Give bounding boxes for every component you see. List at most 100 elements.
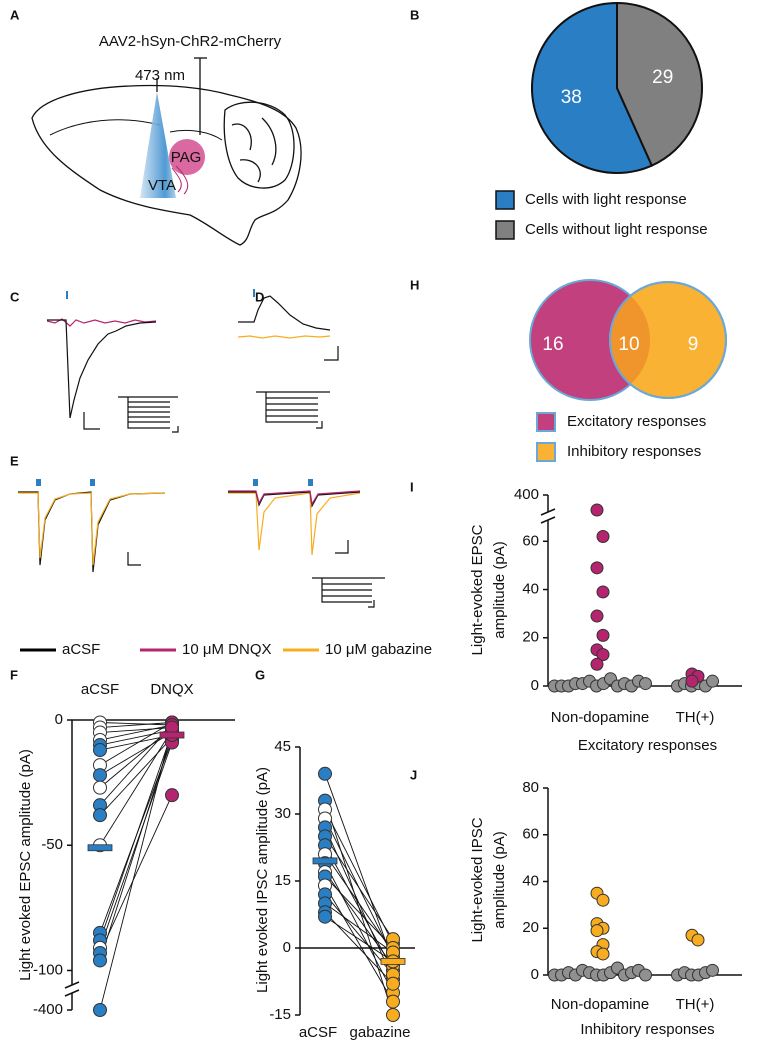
region-label: VTA xyxy=(148,177,176,194)
inset-trace xyxy=(312,578,385,607)
mean-bar xyxy=(88,845,112,851)
data-point xyxy=(94,781,107,794)
y-tick-label: -50 xyxy=(41,836,63,853)
scale-bar xyxy=(335,540,348,553)
y-tick-label: -400 xyxy=(33,1001,63,1018)
trace-panel-d xyxy=(238,289,338,428)
trace xyxy=(238,296,330,330)
y-tick-label: 15 xyxy=(274,872,291,889)
region-count: 10 xyxy=(618,334,639,355)
pair-line xyxy=(100,733,172,941)
data-point xyxy=(640,969,652,981)
pair-line xyxy=(100,728,172,1010)
trace xyxy=(228,493,360,555)
pair-line xyxy=(100,723,172,766)
data-point xyxy=(94,809,107,822)
data-point xyxy=(640,678,652,690)
legend-label: Cells without light response xyxy=(525,221,708,238)
x-tick-label: TH(+) xyxy=(676,709,715,726)
data-point xyxy=(597,948,609,960)
mean-bar xyxy=(313,858,337,864)
y-tick-label: 0 xyxy=(531,966,539,983)
data-point xyxy=(591,925,603,937)
data-point xyxy=(707,964,719,976)
panel-label: G xyxy=(255,667,265,682)
region-label: PAG xyxy=(171,149,202,166)
legend-label: 10 μM gabazine xyxy=(325,641,432,658)
inset-trace xyxy=(256,392,330,428)
trace-panel-c xyxy=(47,291,178,432)
legend-label: Excitatory responses xyxy=(567,413,706,430)
inset-trace xyxy=(118,397,178,432)
data-point xyxy=(94,769,107,782)
pair-line xyxy=(325,903,393,952)
data-point xyxy=(387,1009,400,1022)
virus-label: AAV2-hSyn-ChR2-mCherry xyxy=(99,33,282,50)
panel-label: E xyxy=(10,453,19,468)
x-tick-label: DNQX xyxy=(150,681,193,698)
data-point xyxy=(94,1004,107,1017)
y-tick-label: -15 xyxy=(269,1006,291,1023)
data-point xyxy=(692,934,704,946)
data-point xyxy=(166,789,179,802)
stim-marker xyxy=(253,479,258,486)
y-axis-title: amplitude (pA) xyxy=(491,541,508,639)
panel-label: H xyxy=(410,277,419,292)
stim-marker xyxy=(253,289,255,297)
trace xyxy=(238,336,330,338)
stim-marker xyxy=(36,479,41,486)
data-point xyxy=(597,586,609,598)
pair-line xyxy=(100,795,172,953)
y-tick-label: 20 xyxy=(522,919,539,936)
y-tick-label: 30 xyxy=(274,805,291,822)
trace-panel-e xyxy=(18,479,385,607)
y-tick-label: 40 xyxy=(522,872,539,889)
data-point xyxy=(94,744,107,757)
trace xyxy=(18,493,165,565)
data-point xyxy=(591,504,603,516)
legend-swatch xyxy=(496,191,514,209)
legend-label: Inhibitory responses xyxy=(567,443,701,460)
scale-bar xyxy=(324,346,338,360)
legend-swatch xyxy=(496,221,514,239)
pair-line xyxy=(100,730,172,845)
data-point xyxy=(597,629,609,641)
light-label: 473 nm xyxy=(135,67,185,84)
y-tick-label: 400 xyxy=(514,486,539,503)
x-tick-label: gabazine xyxy=(350,1024,411,1041)
data-point xyxy=(319,767,332,780)
mean-bar xyxy=(381,958,405,964)
y-tick-label: 40 xyxy=(522,580,539,597)
data-point xyxy=(591,610,603,622)
y-tick-label: 20 xyxy=(522,629,539,646)
panel-label: C xyxy=(10,289,20,304)
y-axis-title: Light-evoked IPSC xyxy=(469,817,486,942)
data-point xyxy=(686,675,698,687)
y-tick-label: 60 xyxy=(522,826,539,843)
legend-swatch xyxy=(537,413,555,431)
data-point xyxy=(707,675,719,687)
scale-bar xyxy=(84,412,100,429)
stim-marker xyxy=(308,479,313,486)
pair-line xyxy=(100,738,172,816)
trace xyxy=(228,492,360,506)
y-tick-label: -100 xyxy=(33,961,63,978)
legend-swatch xyxy=(537,443,555,461)
data-point xyxy=(387,995,400,1008)
legend-label: 10 μM DNQX xyxy=(182,641,272,658)
region-count: 9 xyxy=(688,334,699,355)
y-axis-title: amplitude (pA) xyxy=(491,831,508,929)
y-axis-title: Light evoked IPSC amplitude (pA) xyxy=(254,767,271,993)
slice-label: 38 xyxy=(561,87,582,108)
stim-marker xyxy=(90,479,95,486)
x-axis-title: Excitatory responses xyxy=(578,737,717,754)
stim-marker xyxy=(66,291,68,299)
y-axis-title: Light-evoked EPSC xyxy=(469,524,486,655)
pair-line xyxy=(325,774,393,962)
data-point xyxy=(94,954,107,967)
data-point xyxy=(597,530,609,542)
y-axis-title: Light evoked EPSC amplitude (pA) xyxy=(17,749,34,981)
data-point xyxy=(319,910,332,923)
y-tick-label: 0 xyxy=(531,677,539,694)
